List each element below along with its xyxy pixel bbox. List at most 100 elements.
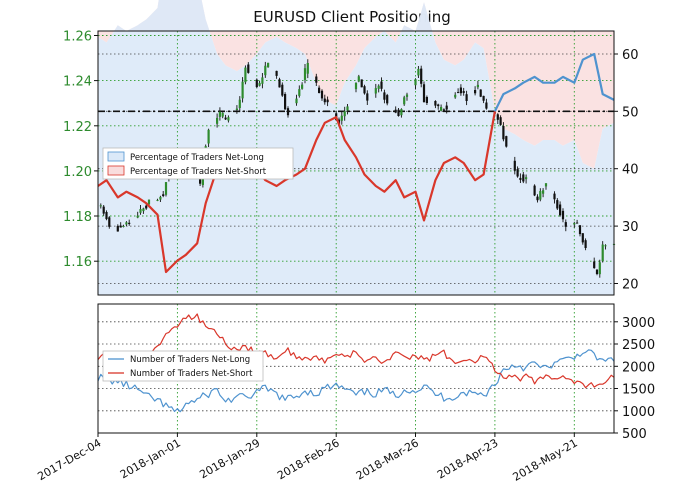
price-candle-body <box>320 90 324 99</box>
percentage-tick-label: 40 <box>622 163 639 178</box>
date-tick-label: 2018-Apr-23 <box>435 436 500 481</box>
price-candle-body <box>218 111 221 117</box>
price-candle-body <box>261 77 264 84</box>
price-candle-body <box>136 215 139 218</box>
price-candle-body <box>593 261 596 269</box>
price-candle-body <box>323 98 326 103</box>
price-candle-body <box>499 117 502 125</box>
price-candle-body <box>340 115 343 121</box>
price-candle-body <box>275 70 278 76</box>
price-candle-body <box>479 89 482 97</box>
price-candle-body <box>595 269 599 274</box>
price-candle-body <box>354 82 358 90</box>
price-candle-body <box>564 222 567 227</box>
price-candle-body <box>102 206 105 214</box>
net-long-count-line <box>97 349 615 413</box>
price-candle-body <box>417 68 420 76</box>
price-candle-body <box>462 91 465 93</box>
price-candle-body <box>397 109 400 116</box>
price-candle-body <box>414 79 417 86</box>
top-panel-grid <box>97 31 614 295</box>
top-panel-series <box>97 52 616 278</box>
count-tick-label: 1000 <box>622 405 655 420</box>
price-candle-body <box>604 245 607 247</box>
count-tick-label: 1500 <box>622 383 655 398</box>
price-candle-body <box>539 191 542 200</box>
price-candle-body <box>422 84 426 102</box>
price-candle-body <box>128 222 131 224</box>
price-candle-body <box>145 205 148 209</box>
price-candle-body <box>99 205 102 207</box>
price-tick-label: 1.24 <box>63 75 92 90</box>
price-candle-body <box>377 85 380 89</box>
price-candle-body <box>573 222 576 225</box>
percentage-tick-label: 50 <box>622 105 639 120</box>
price-candle-body <box>360 79 363 88</box>
price-candle-body <box>318 87 321 93</box>
price-candle-body <box>601 244 604 262</box>
price-candle-body <box>434 101 437 106</box>
price-candle-body <box>326 99 329 103</box>
price-candle-body <box>255 79 258 87</box>
price-candle-body <box>516 169 519 177</box>
price-candle-body <box>216 117 219 124</box>
price-candle-body <box>442 109 445 111</box>
net-short-count-line <box>97 313 615 389</box>
price-tick-label: 1.18 <box>63 210 92 225</box>
price-candle-body <box>258 82 261 86</box>
net-long-swatch <box>107 151 125 162</box>
price-candle-body <box>281 84 284 96</box>
price-candle-body <box>303 68 307 80</box>
price-candle-body <box>164 182 168 195</box>
price-candle-body <box>343 111 346 117</box>
price-candle-body <box>264 65 267 76</box>
price-candle-body <box>207 129 210 144</box>
price-candle-body <box>284 94 287 110</box>
net-short-shaded-area <box>98 0 614 169</box>
price-candle-body <box>425 97 428 103</box>
price-candle-body <box>122 226 125 227</box>
price-candle-body <box>221 112 224 117</box>
top-panel-frame <box>97 30 615 296</box>
price-candle-body <box>459 87 462 94</box>
legend-net-short-pct: Percentage of Traders Net-Short <box>130 167 267 177</box>
top-legend-box <box>102 147 294 180</box>
price-candle-body <box>235 108 238 110</box>
price-candle-body <box>301 84 304 89</box>
price-candle-body <box>119 225 122 228</box>
price-candle-body <box>457 92 460 94</box>
price-candle-body <box>420 68 423 84</box>
percentage-tick-label: 30 <box>622 220 639 235</box>
price-candle-body <box>513 160 516 171</box>
price-candle-body <box>227 117 230 121</box>
price-candle-body <box>346 106 349 111</box>
price-candle-body <box>502 126 505 140</box>
top-panel-shading <box>98 0 614 295</box>
legend-net-long-count: Number of Traders Net-Long <box>130 355 250 365</box>
price-candle-body <box>474 90 477 94</box>
bottom-legend: Number of Traders Net-Long Number of Tra… <box>102 350 264 382</box>
price-candle-body <box>505 136 508 147</box>
price-candle-body <box>295 98 298 104</box>
price-candle-body <box>306 63 309 74</box>
chart-title: EURUSD Client Positioning <box>253 8 451 26</box>
price-candle-body <box>578 225 582 235</box>
price-candle-body <box>244 67 247 83</box>
price-candle-body <box>584 240 587 248</box>
price-candle-body <box>247 64 250 73</box>
bottom-legend-box <box>102 350 264 382</box>
legend-net-long-pct: Percentage of Traders Net-Long <box>130 153 264 163</box>
price-candle-body <box>405 94 409 97</box>
price-candle-body <box>536 196 539 201</box>
price-candle-body <box>315 76 318 83</box>
price-candle-body <box>286 108 290 116</box>
price-candle-body <box>380 81 383 89</box>
price-candle-body <box>224 117 227 120</box>
price-candle-body <box>576 222 579 224</box>
price-candle-body <box>363 86 366 94</box>
count-tick-label: 2500 <box>622 338 655 353</box>
bottom-panel: 500 1000 1500 2000 2500 3000 Number of Trader… <box>97 303 655 442</box>
price-candle-body <box>465 94 468 101</box>
price-tick-label: 1.20 <box>63 165 92 180</box>
